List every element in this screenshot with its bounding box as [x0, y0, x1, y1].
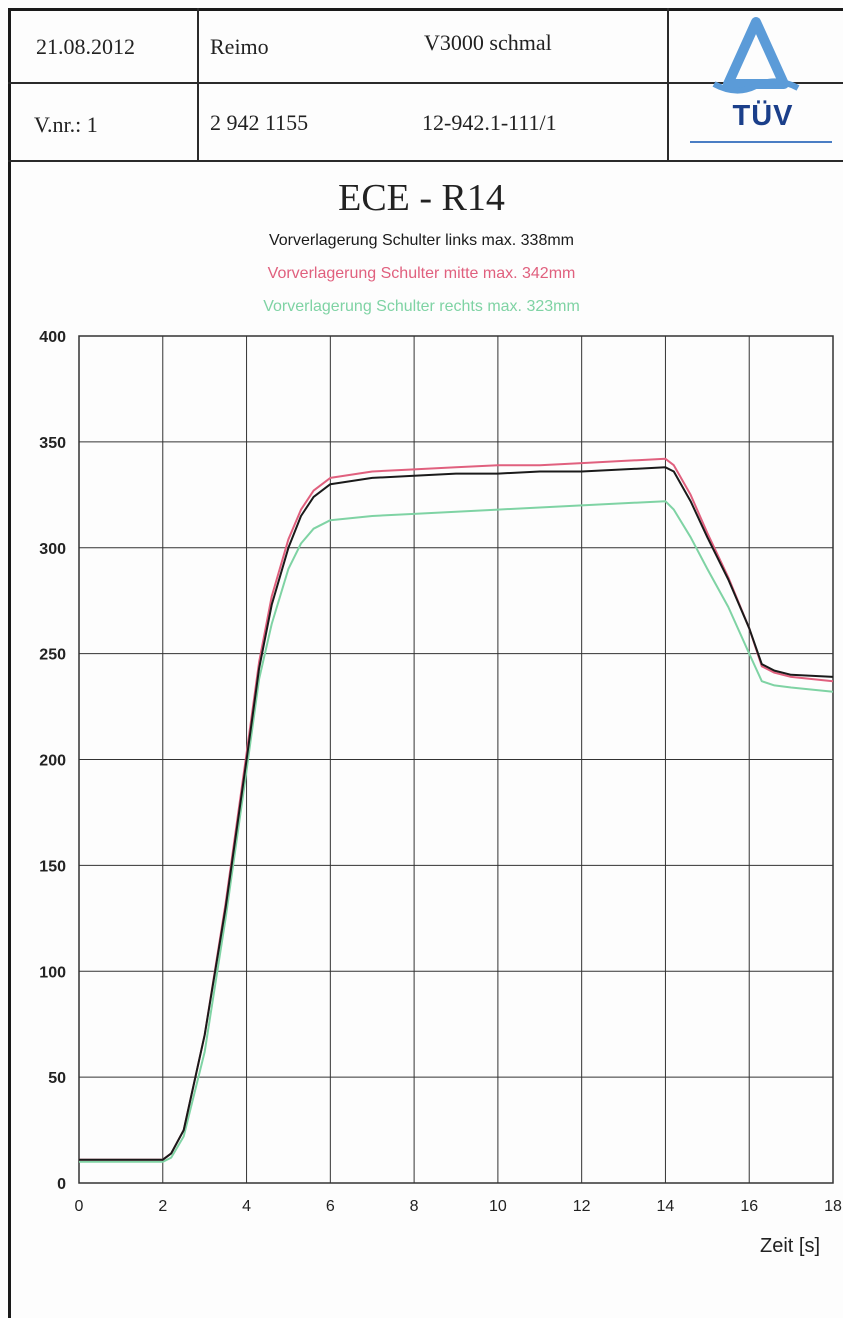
x-tick-label: 6 — [326, 1198, 335, 1215]
x-tick-label: 12 — [573, 1198, 591, 1215]
header-model: V3000 schmal — [424, 30, 552, 55]
x-tick-label: 14 — [657, 1198, 675, 1215]
series-line-rechts — [79, 500, 834, 1163]
y-tick-label: 50 — [48, 1070, 66, 1087]
tuv-logo-icon — [712, 17, 800, 94]
header-number: 2 942 1155 — [210, 110, 309, 135]
frame-left-border — [8, 8, 11, 1318]
x-tick-label: 2 — [158, 1198, 167, 1215]
legend-entry-links: Vorverlagerung Schulter links max. 338mm — [268, 232, 575, 249]
header-version: V.nr.: 1 — [34, 112, 98, 137]
x-tick-label: 10 — [489, 1198, 507, 1215]
chart-title: ECE - R14 — [338, 177, 505, 219]
y-tick-label: 200 — [39, 753, 66, 770]
header-row-divider — [8, 82, 843, 84]
legend-entry-mitte: Vorverlagerung Schulter mitte max. 342mm — [267, 265, 576, 282]
x-tick-label: 8 — [410, 1198, 419, 1215]
header-column-divider-2 — [667, 8, 669, 162]
tuv-logo-text: TÜV — [732, 100, 794, 132]
series-line-links — [79, 466, 834, 1161]
y-tick-label: 350 — [39, 435, 66, 452]
y-tick-label: 150 — [39, 858, 66, 875]
y-tick-label: 400 — [39, 329, 66, 346]
legend-entry-rechts: Vorverlagerung Schulter rechts max. 323m… — [263, 298, 580, 315]
x-tick-label: 18 — [824, 1198, 842, 1215]
x-tick-label: 16 — [740, 1198, 758, 1215]
header-manufacturer: Reimo — [210, 34, 269, 59]
header-date: 21.08.2012 — [36, 34, 135, 59]
y-tick-label: 100 — [39, 964, 66, 981]
x-tick-label: 4 — [242, 1198, 251, 1215]
y-tick-label: 250 — [39, 647, 66, 664]
x-tick-label: 0 — [75, 1198, 84, 1215]
frame-top-border — [8, 8, 843, 11]
tuv-logo-underline — [690, 141, 832, 143]
header-bottom-border — [8, 160, 843, 162]
header-report-number: 12-942.1-111/1 — [422, 110, 557, 135]
header-column-divider-1 — [197, 8, 199, 162]
y-tick-label: 0 — [57, 1176, 66, 1193]
x-axis-label: Zeit [s] — [759, 1235, 820, 1257]
y-tick-label: 300 — [39, 541, 66, 558]
